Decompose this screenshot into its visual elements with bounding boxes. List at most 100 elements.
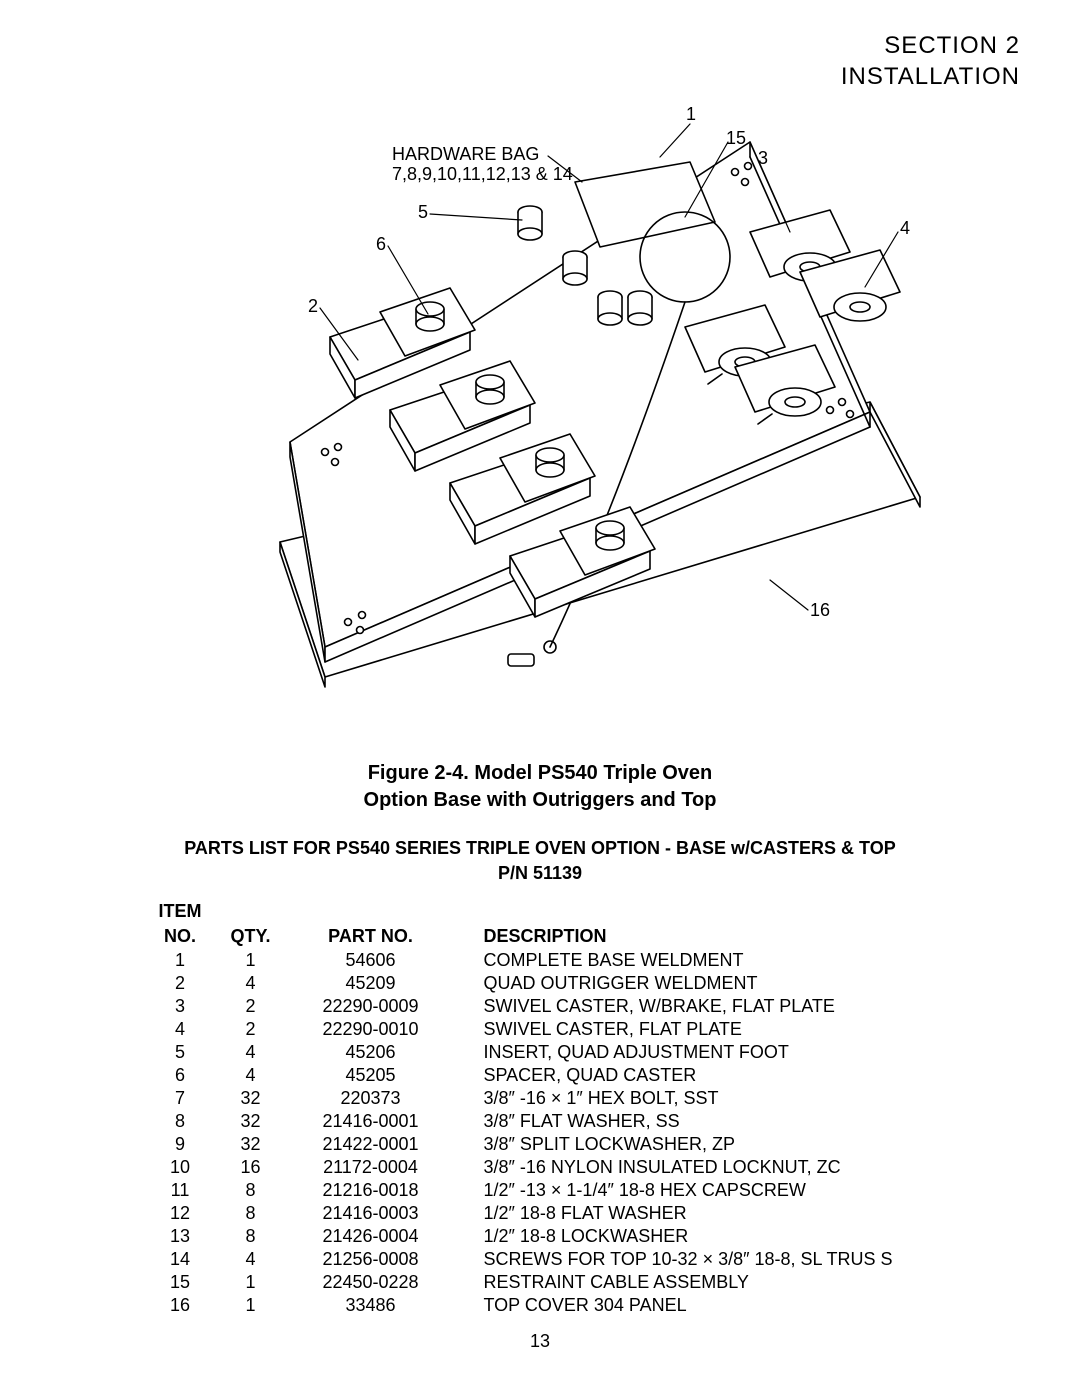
caption-line-2: Option Base with Outriggers and Top xyxy=(60,787,1020,814)
table-row: 2445209QUAD OUTRIGGER WELDMENT xyxy=(145,972,936,995)
callout-15: 15 xyxy=(726,128,746,149)
cell-part: 220373 xyxy=(286,1087,456,1110)
cell-desc: COMPLETE BASE WELDMENT xyxy=(456,949,936,972)
cell-desc: QUAD OUTRIGGER WELDMENT xyxy=(456,972,936,995)
cell-item: 6 xyxy=(145,1064,216,1087)
table-row: 12821416-00031/2″ 18-8 FLAT WASHER xyxy=(145,1202,936,1225)
th-qty: QTY. xyxy=(216,924,286,949)
cell-part: 21172-0004 xyxy=(286,1156,456,1179)
table-row: 93221422-00013/8″ SPLIT LOCKWASHER, ZP xyxy=(145,1133,936,1156)
cell-part: 22450-0228 xyxy=(286,1271,456,1294)
page-number: 13 xyxy=(60,1331,1020,1352)
cell-desc: SCREWS FOR TOP 10-32 × 3/8″ 18-8, SL TRU… xyxy=(456,1248,936,1271)
section-line-1: SECTION 2 xyxy=(60,30,1020,61)
cell-qty: 1 xyxy=(216,1271,286,1294)
table-row: 101621172-00043/8″ -16 NYLON INSULATED L… xyxy=(145,1156,936,1179)
cell-item: 11 xyxy=(145,1179,216,1202)
cell-part: 22290-0009 xyxy=(286,995,456,1018)
cell-qty: 8 xyxy=(216,1179,286,1202)
callout-5: 5 xyxy=(418,202,428,223)
cell-desc: SPACER, QUAD CASTER xyxy=(456,1064,936,1087)
cell-item: 14 xyxy=(145,1248,216,1271)
table-row: 5445206INSERT, QUAD ADJUSTMENT FOOT xyxy=(145,1041,936,1064)
th-part: PART NO. xyxy=(286,924,456,949)
callout-4: 4 xyxy=(900,218,910,239)
cell-item: 9 xyxy=(145,1133,216,1156)
table-row: 14421256-0008SCREWS FOR TOP 10-32 × 3/8″… xyxy=(145,1248,936,1271)
cell-qty: 1 xyxy=(216,949,286,972)
cell-part: 45206 xyxy=(286,1041,456,1064)
section-header: SECTION 2 INSTALLATION xyxy=(60,30,1020,92)
cell-qty: 4 xyxy=(216,972,286,995)
cell-qty: 32 xyxy=(216,1133,286,1156)
cell-desc: SWIVEL CASTER, W/BRAKE, FLAT PLATE xyxy=(456,995,936,1018)
cell-qty: 2 xyxy=(216,995,286,1018)
callout-2: 2 xyxy=(308,296,318,317)
cell-part: 45209 xyxy=(286,972,456,995)
cell-desc: 3/8″ SPLIT LOCKWASHER, ZP xyxy=(456,1133,936,1156)
cell-part: 21416-0001 xyxy=(286,1110,456,1133)
table-row: 16133486TOP COVER 304 PANEL xyxy=(145,1294,936,1317)
cell-part: 21216-0018 xyxy=(286,1179,456,1202)
cell-qty: 8 xyxy=(216,1202,286,1225)
cell-item: 12 xyxy=(145,1202,216,1225)
cell-qty: 8 xyxy=(216,1225,286,1248)
cell-qty: 4 xyxy=(216,1064,286,1087)
parts-table-body: 1154606COMPLETE BASE WELDMENT2445209QUAD… xyxy=(145,949,936,1317)
diagram-svg xyxy=(130,102,950,742)
cell-qty: 4 xyxy=(216,1248,286,1271)
callout-3: 3 xyxy=(758,148,768,169)
cell-desc: 3/8″ -16 NYLON INSULATED LOCKNUT, ZC xyxy=(456,1156,936,1179)
cell-item: 10 xyxy=(145,1156,216,1179)
table-row: 1154606COMPLETE BASE WELDMENT xyxy=(145,949,936,972)
cell-desc: 1/2″ -13 × 1-1/4″ 18-8 HEX CAPSCREW xyxy=(456,1179,936,1202)
callout-6: 6 xyxy=(376,234,386,255)
cell-part: 54606 xyxy=(286,949,456,972)
cell-desc: INSERT, QUAD ADJUSTMENT FOOT xyxy=(456,1041,936,1064)
hardware-bag-label-2: 7,8,9,10,11,12,13 & 14 xyxy=(392,164,573,185)
cell-item: 8 xyxy=(145,1110,216,1133)
cell-qty: 32 xyxy=(216,1087,286,1110)
cell-item: 7 xyxy=(145,1087,216,1110)
cell-item: 1 xyxy=(145,949,216,972)
table-row: 7322203733/8″ -16 × 1″ HEX BOLT, SST xyxy=(145,1087,936,1110)
cell-item: 15 xyxy=(145,1271,216,1294)
cell-item: 2 xyxy=(145,972,216,995)
callout-1: 1 xyxy=(686,104,696,125)
cell-desc: 3/8″ FLAT WASHER, SS xyxy=(456,1110,936,1133)
parts-list-title-1: PARTS LIST FOR PS540 SERIES TRIPLE OVEN … xyxy=(60,836,1020,860)
cell-part: 45205 xyxy=(286,1064,456,1087)
cell-desc: 3/8″ -16 × 1″ HEX BOLT, SST xyxy=(456,1087,936,1110)
caption-line-1: Figure 2-4. Model PS540 Triple Oven xyxy=(60,760,1020,787)
parts-list-title: PARTS LIST FOR PS540 SERIES TRIPLE OVEN … xyxy=(60,836,1020,885)
cell-desc: TOP COVER 304 PANEL xyxy=(456,1294,936,1317)
th-desc: DESCRIPTION xyxy=(456,924,936,949)
table-row: 11821216-00181/2″ -13 × 1-1/4″ 18-8 HEX … xyxy=(145,1179,936,1202)
cell-part: 22290-0010 xyxy=(286,1018,456,1041)
table-row: 15122450-0228RESTRAINT CABLE ASSEMBLY xyxy=(145,1271,936,1294)
table-row: 3222290-0009SWIVEL CASTER, W/BRAKE, FLAT… xyxy=(145,995,936,1018)
table-row: 6445205SPACER, QUAD CASTER xyxy=(145,1064,936,1087)
hardware-bag-label-1: HARDWARE BAG xyxy=(392,144,539,165)
cell-part: 21416-0003 xyxy=(286,1202,456,1225)
th-item: NO. xyxy=(145,924,216,949)
cell-item: 16 xyxy=(145,1294,216,1317)
th-item-top: ITEM xyxy=(145,899,216,924)
cell-part: 33486 xyxy=(286,1294,456,1317)
cell-desc: RESTRAINT CABLE ASSEMBLY xyxy=(456,1271,936,1294)
cell-desc: SWIVEL CASTER, FLAT PLATE xyxy=(456,1018,936,1041)
callout-16: 16 xyxy=(810,600,830,621)
cell-item: 5 xyxy=(145,1041,216,1064)
cell-item: 3 xyxy=(145,995,216,1018)
cell-qty: 16 xyxy=(216,1156,286,1179)
cell-qty: 32 xyxy=(216,1110,286,1133)
table-row: 4222290-0010SWIVEL CASTER, FLAT PLATE xyxy=(145,1018,936,1041)
figure-caption: Figure 2-4. Model PS540 Triple Oven Opti… xyxy=(60,760,1020,814)
parts-table: ITEM NO. QTY. PART NO. DESCRIPTION 11546… xyxy=(145,899,936,1317)
diagram-container: 1 15 3 4 5 6 2 16 HARDWARE BAG 7,8,9,10,… xyxy=(60,102,1020,742)
table-row: 13821426-00041/2″ 18-8 LOCKWASHER xyxy=(145,1225,936,1248)
cell-item: 4 xyxy=(145,1018,216,1041)
parts-list-title-2: P/N 51139 xyxy=(60,861,1020,885)
exploded-diagram: 1 15 3 4 5 6 2 16 HARDWARE BAG 7,8,9,10,… xyxy=(130,102,950,742)
cell-desc: 1/2″ 18-8 FLAT WASHER xyxy=(456,1202,936,1225)
